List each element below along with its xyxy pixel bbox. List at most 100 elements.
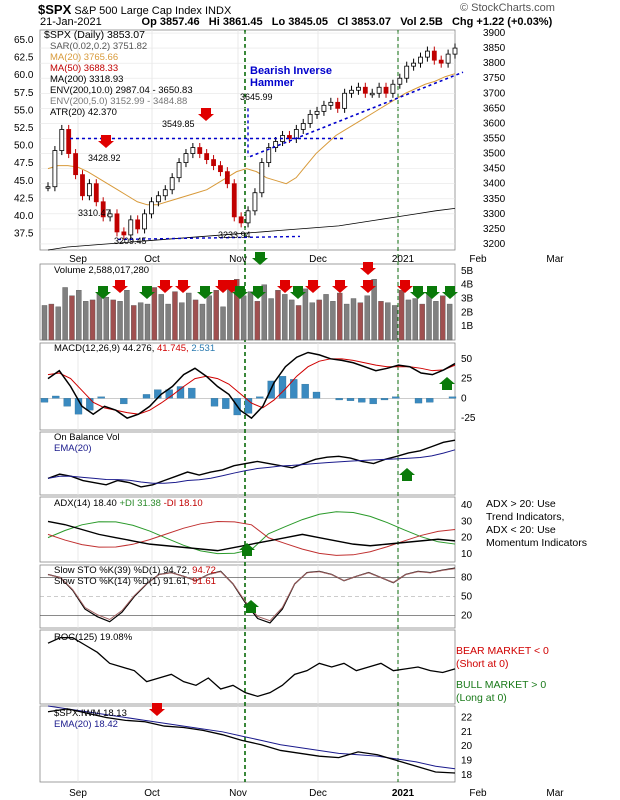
legend-roc: ROC(125) 19.08%: [54, 632, 133, 643]
volume-bar: [137, 302, 144, 341]
quote-low: Lo 3845.05: [271, 16, 329, 28]
sto-tick-label: 20: [461, 610, 473, 621]
volume-bar: [179, 302, 185, 341]
x-tick-label: Dec: [309, 254, 327, 265]
quote-date: 21-Jan-2021: [40, 16, 102, 28]
candle-body: [224, 171, 230, 185]
volume-bar: [371, 279, 377, 341]
legend-obv-ema: EMA(20): [54, 443, 91, 454]
candle-body: [314, 110, 320, 115]
volume-bar: [41, 305, 48, 341]
macd-tick-label: 50: [461, 354, 473, 365]
macd-tick-label: 25: [461, 374, 473, 385]
volume-bar: [343, 303, 350, 341]
volume-bar: [158, 294, 164, 341]
candle-body: [293, 129, 299, 139]
volume-bar: [69, 295, 75, 341]
macd-histogram-bar: [97, 396, 105, 399]
candle-body: [362, 86, 368, 94]
candle-body: [321, 104, 327, 112]
candle-body: [356, 86, 361, 91]
macd-histogram-bar: [165, 389, 173, 399]
candle-body: [107, 213, 113, 218]
legend-ma50: MA(50) 3688.33: [50, 63, 118, 74]
buy-arrow: [442, 286, 458, 299]
volume-bar: [234, 279, 240, 341]
volume-bar: [378, 301, 384, 341]
candle-body: [452, 47, 458, 55]
bull-note-1: BULL MARKET > 0: [456, 679, 546, 691]
candle-body: [149, 201, 154, 215]
buy-arrow: [95, 286, 111, 299]
volume-bar: [192, 299, 199, 341]
candle-body: [86, 183, 92, 197]
quote-close: Cl 3853.07: [337, 16, 392, 28]
macd-histogram-bar: [346, 398, 355, 401]
macd-histogram-bar: [40, 398, 49, 403]
volume-bar: [199, 303, 206, 341]
volume-tick-label: 5B: [461, 266, 474, 277]
adx-tick-label: 40: [461, 500, 473, 511]
legend-env2: ENV(200,5.0) 3152.99 - 3484.88: [50, 96, 187, 107]
macd-line: [47, 351, 456, 420]
volume-bar: [337, 292, 343, 341]
volume-bar: [76, 290, 82, 341]
macd-histogram-bar: [358, 398, 366, 403]
atr-tick-label: 42.5: [14, 193, 34, 204]
exchange: INDX: [205, 5, 232, 17]
x-tick-label: Oct: [144, 788, 160, 799]
candle-body: [376, 86, 382, 94]
x-tick-label: 2021: [392, 254, 415, 265]
price-tick-label: 3200: [483, 239, 506, 250]
candle-body: [100, 201, 106, 218]
volume-bar: [62, 287, 68, 341]
atr-tick-label: 52.5: [14, 123, 34, 134]
adx-pdi: +DI 31.38: [119, 498, 160, 509]
candle-body: [418, 56, 423, 64]
volume-bar: [309, 302, 315, 341]
annotation-hammer: Hammer: [250, 77, 295, 89]
volume-bar: [330, 301, 336, 341]
atr-tick-label: 47.5: [14, 158, 34, 169]
ma20-line: [47, 73, 456, 206]
candle-body: [155, 195, 161, 203]
legend-volume: Volume 2,588,017,280: [54, 265, 149, 276]
candle-body: [73, 153, 78, 176]
candle-body: [238, 216, 244, 224]
quote-open: Op 3857.46: [141, 16, 200, 28]
bear-note-2: (Short at 0): [456, 658, 509, 670]
support-line: [117, 235, 301, 241]
candle-body: [445, 53, 451, 64]
volume-bar: [405, 299, 412, 341]
volume-bar: [96, 292, 103, 341]
macd-tick-label: -25: [461, 413, 476, 424]
buy-arrow: [410, 286, 426, 299]
adx-note-3: ADX < 20: Use: [486, 524, 556, 536]
volume-bar: [261, 284, 267, 341]
buy-arrow: [252, 252, 268, 265]
volume-bar: [419, 303, 425, 341]
candle-body: [390, 83, 396, 94]
price-label: 3209.45: [114, 236, 147, 246]
macd-histogram-bar: [278, 376, 287, 399]
volume-bar: [357, 302, 364, 341]
x-tick-label: Feb: [469, 788, 487, 799]
candle-body: [397, 77, 403, 85]
sto1-label: Slow STO %K(39) %D(1) 94.72,: [54, 565, 190, 576]
x-tick-label: Feb: [469, 254, 487, 265]
price-label: 3310.47: [78, 208, 111, 218]
volume-bar: [240, 295, 247, 341]
candle-body: [438, 59, 444, 64]
candle-body: [287, 135, 292, 139]
quote-high: Hi 3861.45: [208, 16, 263, 28]
sto-tick-label: 50: [461, 592, 473, 603]
candle-body: [66, 129, 72, 154]
trendline: [249, 71, 464, 158]
volume-bar: [323, 294, 329, 341]
volume-bar: [446, 303, 453, 341]
legend-macd: MACD(12,26,9) 44.276, 41.745, 2.531: [54, 343, 215, 354]
price-label: 3428.92: [88, 153, 121, 163]
candle-body: [183, 153, 189, 164]
